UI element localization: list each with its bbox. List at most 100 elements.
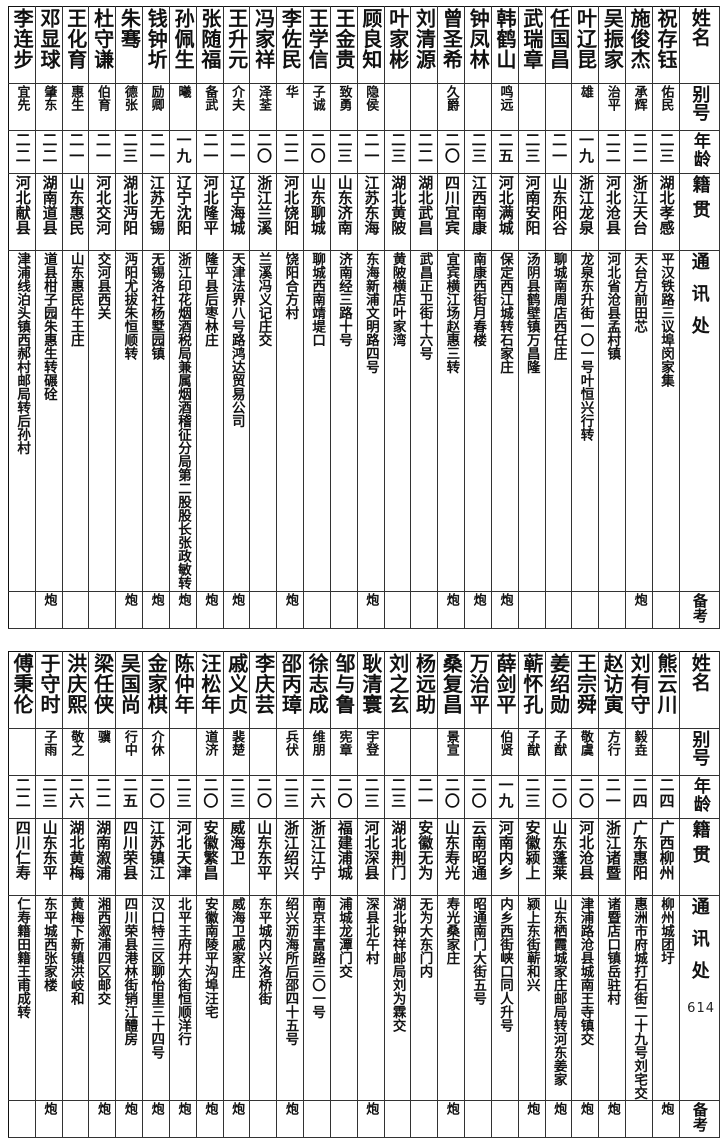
cell-note: 炮 — [143, 1101, 170, 1138]
note-text: 炮 — [445, 1102, 458, 1115]
cell-address: 黄陂横店叶家湾 — [384, 251, 411, 592]
cell-name: 钱钟圻 — [143, 7, 170, 84]
cell-age: 二〇 — [545, 775, 572, 818]
origin-text: 河北交河 — [95, 175, 111, 235]
roster-bottom-body: 傅秉伦于守时洪庆熙梁任侠吴国尚金家棋陈仲年汪松年戚义贞李庆芸邵丙璋徐志成邹与鲁耿… — [9, 651, 720, 1138]
age-text: 二〇 — [202, 777, 217, 809]
age-text: 二〇 — [256, 777, 271, 809]
cell-age: 二三 — [384, 131, 411, 174]
cell-origin: 四川宜宾 — [438, 174, 465, 251]
cell-origin: 山东东平 — [35, 818, 62, 895]
cell-address: 隆平县后枣林庄 — [196, 251, 223, 592]
cell-age: 一九 — [491, 775, 518, 818]
scanned-roster-page: 李连步邓显球王化育杜守谦朱骞钱钟圻孙佩生张随福王升元冯家祥李佐民王学信王金贵顾良… — [0, 0, 727, 1024]
cell-note: 炮 — [169, 1101, 196, 1138]
cell-origin: 广东惠阳 — [626, 818, 653, 895]
name-text: 钟凤林 — [468, 8, 488, 70]
name-text: 戚义贞 — [226, 653, 246, 715]
cell-address: 柳州城团圩 — [652, 895, 679, 1101]
cell-age: 二一 — [196, 131, 223, 174]
cell-age: 二三 — [330, 131, 357, 174]
address-text: 济南经三路十号 — [337, 252, 351, 347]
column-label-alias: 别号 — [679, 84, 719, 131]
cell-note — [652, 591, 679, 628]
cell-address: 沔阳尤拔朱恒顺转 — [116, 251, 143, 592]
cell-name: 张随福 — [196, 7, 223, 84]
origin-text: 辽宁沈阳 — [175, 175, 191, 235]
age-text: 二一 — [229, 132, 244, 164]
name-text: 李连步 — [12, 8, 32, 70]
cell-alias: 敬虞 — [572, 728, 599, 775]
address-text: 津浦路沧县城南王寺镇交 — [578, 897, 592, 1046]
cell-note: 炮 — [545, 1101, 572, 1138]
cell-name: 桑复昌 — [438, 651, 465, 728]
cell-age: 二三 — [518, 775, 545, 818]
cell-name: 朱骞 — [116, 7, 143, 84]
cell-age: 二〇 — [438, 131, 465, 174]
cell-alias — [518, 84, 545, 131]
cell-origin: 山东济南 — [330, 174, 357, 251]
cell-alias: 介休 — [143, 728, 170, 775]
cell-alias: 宜先 — [9, 84, 36, 131]
cell-name: 叶家彬 — [384, 7, 411, 84]
address-text: 东平城内兴洛桥街 — [256, 897, 270, 1005]
address-text: 北平王府井大街恒顺洋行 — [176, 897, 190, 1046]
cell-address: 宜宾横江场赵惠三转 — [438, 251, 465, 592]
name-text: 汪松年 — [200, 653, 220, 715]
cell-name: 刘有守 — [626, 651, 653, 728]
cell-origin: 浙江天台 — [626, 174, 653, 251]
cell-note — [626, 1101, 653, 1138]
address-text: 颍上东街蕲和兴 — [525, 897, 539, 992]
alias-text: 鸣远 — [498, 85, 511, 111]
age-text: 二四 — [658, 777, 673, 809]
address-text: 道县柑子园朱惠生转碾硂 — [42, 252, 56, 401]
cell-origin: 安徽颍上 — [518, 818, 545, 895]
cell-name: 徐志成 — [304, 651, 331, 728]
age-text: 二二 — [14, 132, 29, 164]
name-text: 王金贵 — [334, 8, 354, 70]
origin-text: 河北满城 — [497, 175, 513, 235]
cell-origin: 河北饶阳 — [277, 174, 304, 251]
cell-origin: 湖南溆浦 — [89, 818, 116, 895]
age-text: 一九 — [578, 132, 593, 164]
cell-name: 蕲怀孔 — [518, 651, 545, 728]
origin-text: 湖北沔阳 — [121, 175, 137, 235]
name-text: 桑复昌 — [441, 653, 461, 715]
cell-age: 二〇 — [572, 775, 599, 818]
address-text: 湘西溆浦四区邮交 — [95, 897, 109, 1005]
address-text: 汉口特三区聊怡里三十四号 — [149, 897, 163, 1059]
origin-text: 山东寿光 — [443, 820, 459, 880]
name-text: 徐志成 — [307, 653, 327, 715]
cell-address: 汉口特三区聊怡里三十四号 — [143, 895, 170, 1101]
cell-origin: 云南昭通 — [465, 818, 492, 895]
cell-note: 炮 — [491, 591, 518, 628]
cell-address: 聊城南周店西任庄 — [545, 251, 572, 592]
cell-age: 二〇 — [330, 775, 357, 818]
note-text: 炮 — [203, 593, 216, 606]
address-text: 津浦线泊头镇西郝村邮局转后孙村 — [15, 252, 29, 455]
name-text: 刘之玄 — [387, 653, 407, 715]
cell-origin: 四川荣县 — [116, 818, 143, 895]
origin-text: 河北饶阳 — [282, 175, 298, 235]
age-text: 二六 — [68, 777, 83, 809]
cell-address: 寿光桑家庄 — [438, 895, 465, 1101]
cell-name: 傅秉伦 — [9, 651, 36, 728]
cell-alias: 敬之 — [62, 728, 89, 775]
cell-alias: 兵伏 — [277, 728, 304, 775]
cell-age: 二二 — [277, 131, 304, 174]
cell-address: 湖北钟祥邮局刘为霖交 — [384, 895, 411, 1101]
cell-alias: 伯育 — [89, 84, 116, 131]
cell-alias — [250, 728, 277, 775]
address-text: 聊城南周店西任庄 — [551, 252, 565, 360]
cell-name: 杜守谦 — [89, 7, 116, 84]
name-text: 施俊杰 — [629, 8, 649, 70]
cell-age: 二三 — [652, 131, 679, 174]
address-text: 诸暨店口镇岳驻村 — [605, 897, 619, 1005]
cell-note: 炮 — [599, 1101, 626, 1138]
cell-age: 二二 — [626, 131, 653, 174]
cell-name: 冯家祥 — [250, 7, 277, 84]
cell-alias: 泽荃 — [250, 84, 277, 131]
cell-origin: 浙江龙泉 — [572, 174, 599, 251]
column-label-note: 备考 — [679, 1101, 719, 1138]
note-text: 炮 — [230, 593, 243, 606]
